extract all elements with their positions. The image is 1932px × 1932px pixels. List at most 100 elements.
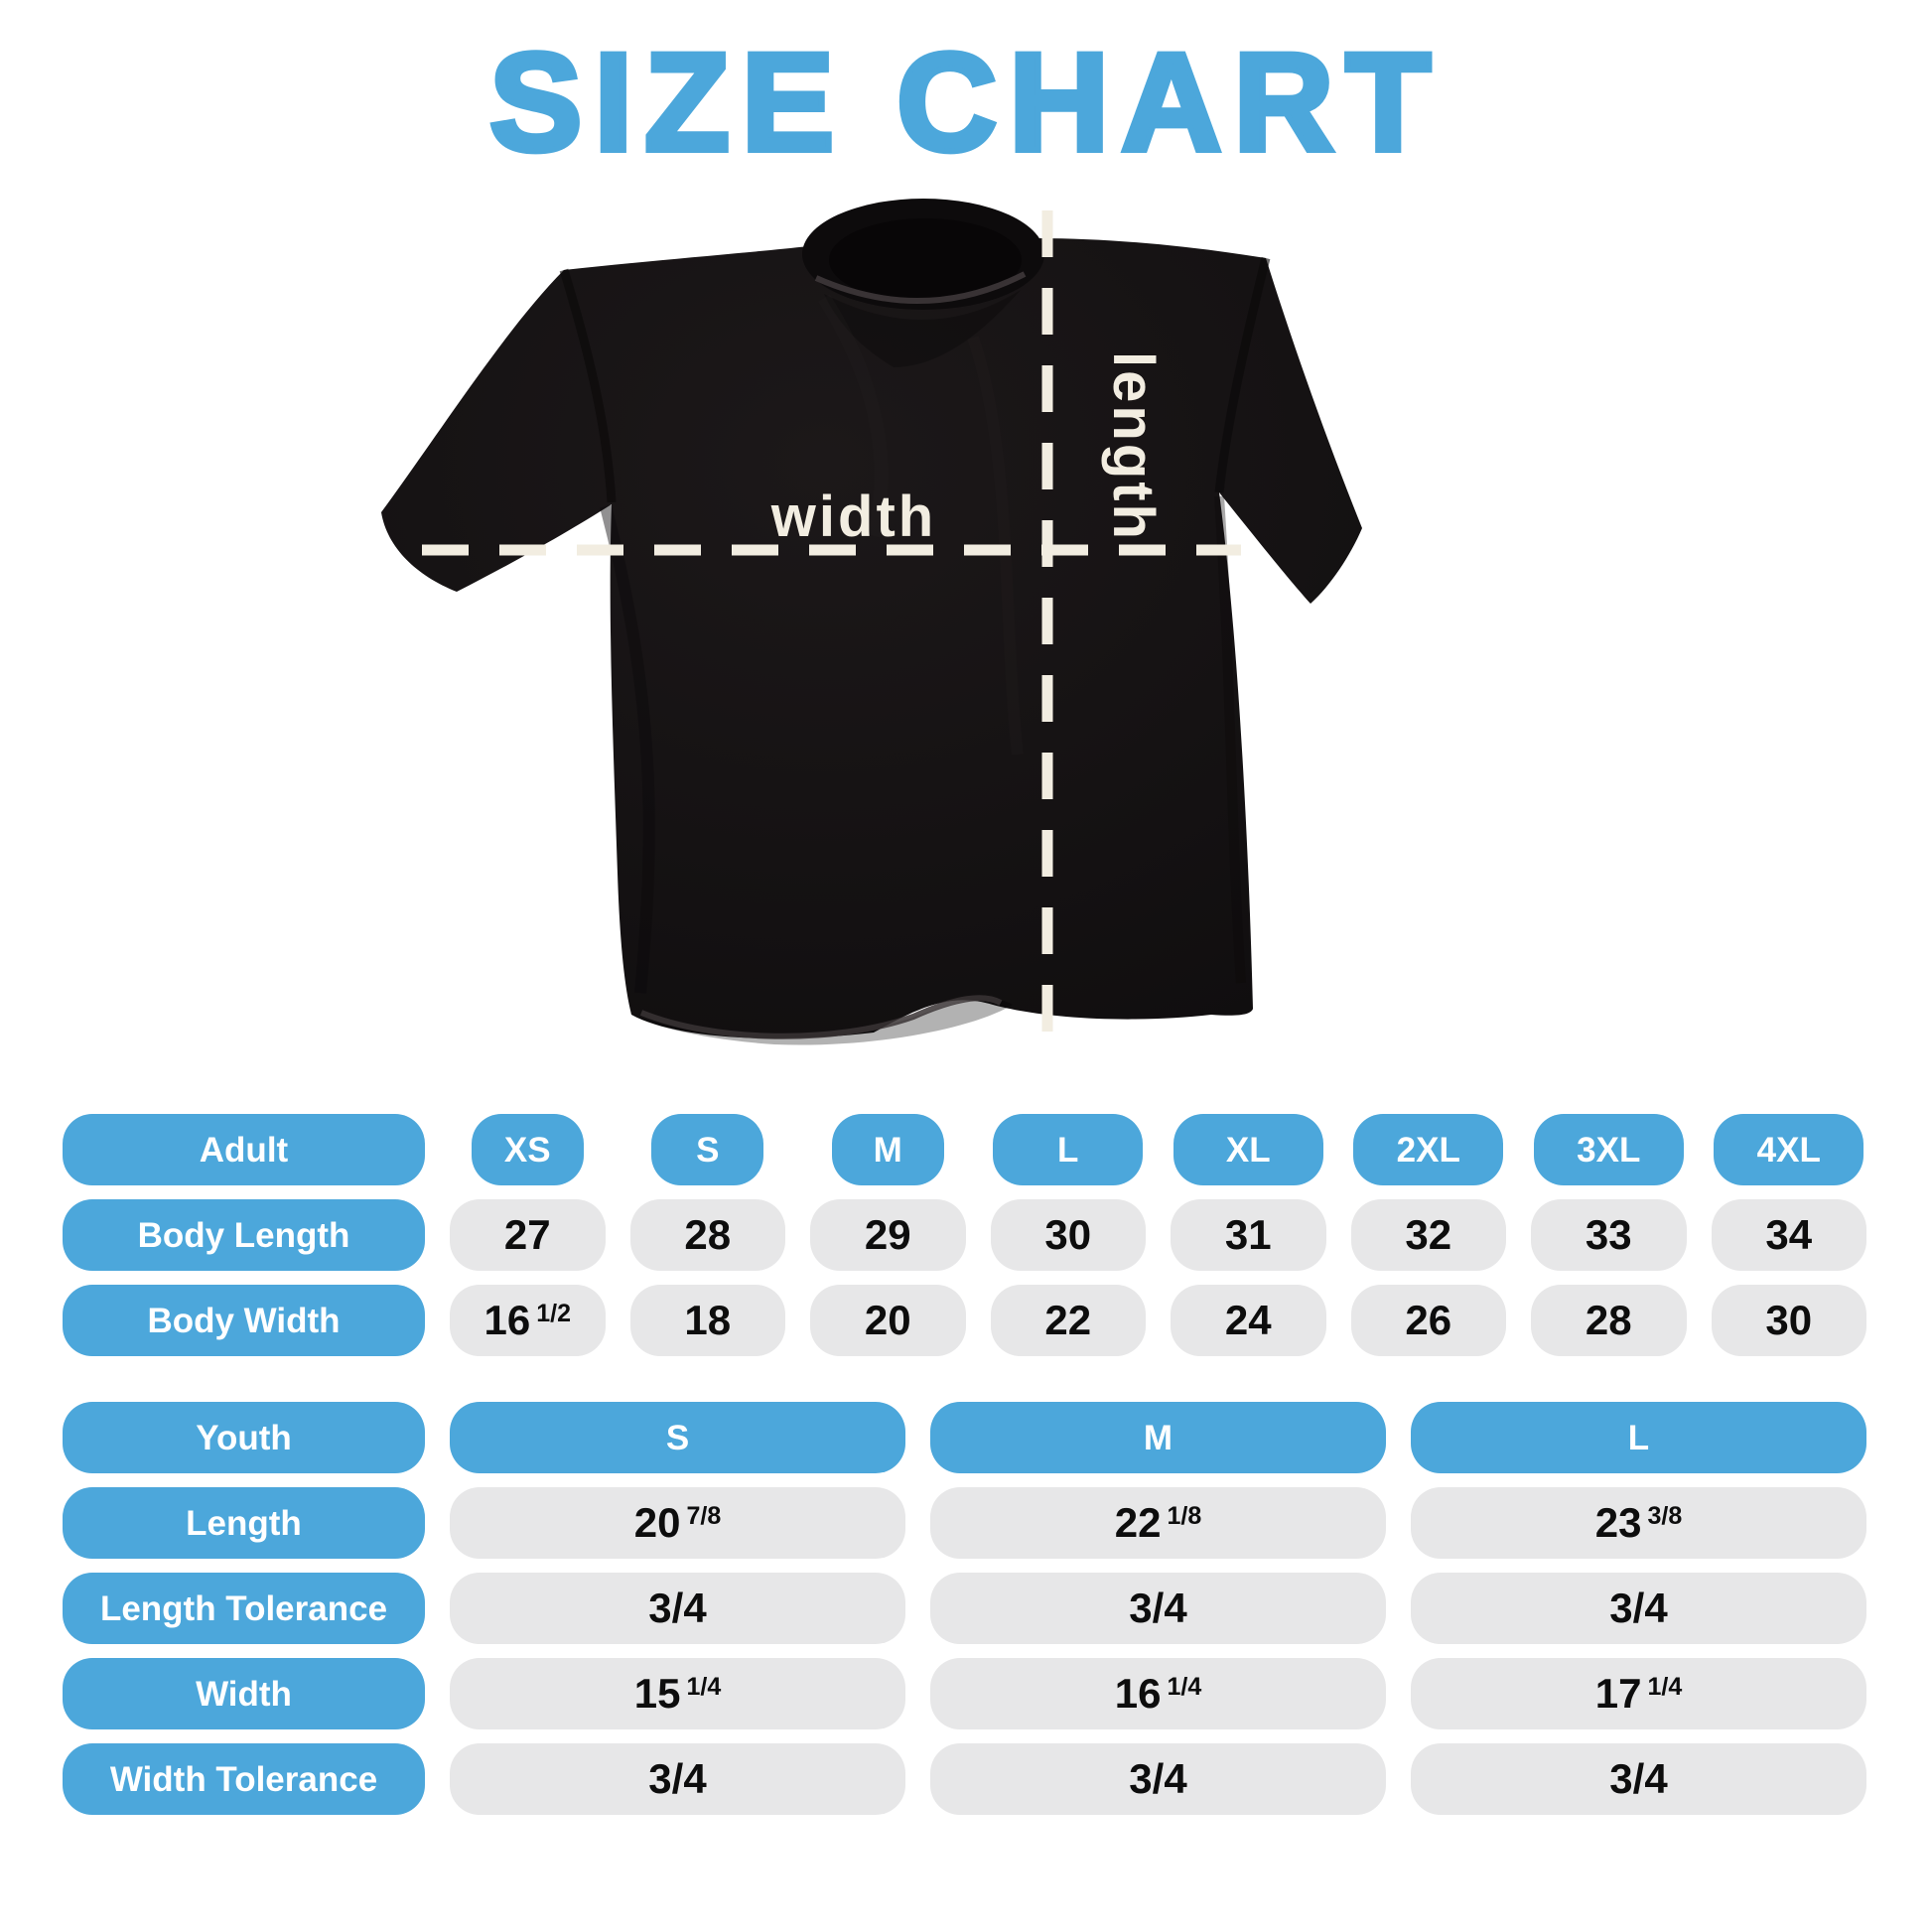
cell-value: 18 [684, 1297, 732, 1343]
value-pill: 3/4 [450, 1743, 905, 1815]
cell-value: 24 [1224, 1297, 1272, 1343]
size-header-pill-l: L [1411, 1402, 1866, 1473]
cell-value: 28 [684, 1211, 732, 1258]
row-label-pill: Width [63, 1658, 425, 1729]
size-header-pill-3xl: 3XL [1533, 1114, 1684, 1185]
value-pill: 20 [810, 1285, 966, 1356]
collar-highlight [814, 271, 1027, 304]
cell-value: 30 [1044, 1211, 1092, 1258]
row-label-pill: Length [63, 1487, 425, 1559]
value-pill: 22 [990, 1285, 1146, 1356]
cell-fraction: 1/4 [1647, 1672, 1683, 1701]
value-pill: 18 [629, 1285, 785, 1356]
cell-value: 23 [1594, 1499, 1642, 1546]
cell-fraction: 1/2 [536, 1299, 571, 1327]
cell-value: 32 [1405, 1211, 1452, 1258]
tshirt-body [381, 238, 1362, 1038]
adult-size-table: Adult XS S M L XL 2XL 3XL 4XL Body Length 27 28 29 30… [63, 1114, 1866, 1356]
value-pill: 23 3/8 [1411, 1487, 1866, 1559]
cell-value: 22 [1114, 1499, 1162, 1546]
cell-fraction: 1/4 [1167, 1672, 1202, 1701]
size-header-pill-s: S [651, 1114, 764, 1185]
cell-value: 31 [1224, 1211, 1272, 1258]
sleeve-seam-left [559, 268, 617, 503]
collar-opening [829, 218, 1022, 302]
value-pill: 16 1/4 [930, 1658, 1386, 1729]
cell-fraction: 1/8 [1167, 1501, 1202, 1530]
cell-value: 3/4 [1129, 1755, 1187, 1802]
value-pill: 3/4 [450, 1573, 905, 1644]
cell-value: 17 [1594, 1670, 1642, 1717]
wrinkle [818, 294, 889, 538]
value-pill: 17 1/4 [1411, 1658, 1866, 1729]
value-pill: 33 [1531, 1199, 1687, 1271]
value-pill: 27 [450, 1199, 606, 1271]
value-pill: 29 [810, 1199, 966, 1271]
collar-shadow [824, 290, 1021, 367]
row-label-pill: Width Tolerance [63, 1743, 425, 1815]
page-title: SIZE CHART [486, 21, 1443, 183]
row-label-pill: Body Width [63, 1285, 425, 1356]
cell-value: 16 [483, 1297, 531, 1343]
cell-value: 34 [1765, 1211, 1813, 1258]
value-pill: 3/4 [1411, 1573, 1866, 1644]
size-header-pill-s: S [450, 1402, 905, 1473]
value-pill: 30 [1711, 1285, 1866, 1356]
size-header-pill-l: L [993, 1114, 1144, 1185]
table-label-pill: Adult [63, 1114, 425, 1185]
shirt-figure: width length [357, 199, 1380, 1052]
value-pill: 3/4 [930, 1573, 1386, 1644]
size-header-pill-4xl: 4XL [1714, 1114, 1864, 1185]
size-header-pill-2xl: 2XL [1353, 1114, 1504, 1185]
cell-fraction: 3/8 [1647, 1501, 1683, 1530]
cell-value: 3/4 [1609, 1755, 1668, 1802]
wrinkle [1214, 495, 1246, 984]
size-header-pill-m: M [930, 1402, 1386, 1473]
value-pill: 34 [1711, 1199, 1866, 1271]
cell-fraction: 7/8 [686, 1501, 722, 1530]
size-header-pill-m: M [831, 1114, 944, 1185]
value-pill: 28 [629, 1199, 785, 1271]
hem-fold-highlight [639, 995, 1003, 1039]
value-pill: 16 1/2 [450, 1285, 606, 1356]
sleeve-seam-right [1214, 256, 1271, 493]
cell-value: 33 [1585, 1211, 1632, 1258]
wrinkle [600, 504, 655, 994]
value-pill: 30 [990, 1199, 1146, 1271]
cell-value: 28 [1585, 1297, 1632, 1343]
cell-value: 16 [1114, 1670, 1162, 1717]
youth-size-table: Youth S M L Length 20 7/8 22 1/8 23 3/8 Length Tole… [63, 1402, 1866, 1815]
cell-value: 15 [633, 1670, 681, 1717]
size-header-pill-xs: XS [471, 1114, 584, 1185]
cell-value: 20 [864, 1297, 911, 1343]
row-label-pill: Body Length [63, 1199, 425, 1271]
cell-value: 26 [1405, 1297, 1452, 1343]
cell-fraction: 1/4 [686, 1672, 722, 1701]
value-pill: 31 [1171, 1199, 1326, 1271]
cell-value: 27 [503, 1211, 551, 1258]
value-pill: 32 [1350, 1199, 1506, 1271]
cell-value: 30 [1765, 1297, 1813, 1343]
cell-value: 3/4 [1609, 1585, 1668, 1631]
value-pill: 28 [1531, 1285, 1687, 1356]
cell-value: 3/4 [648, 1585, 707, 1631]
cell-value: 3/4 [648, 1755, 707, 1802]
length-label: length [1101, 351, 1166, 542]
value-pill: 3/4 [1411, 1743, 1866, 1815]
cell-value: 3/4 [1129, 1585, 1187, 1631]
tshirt-graphic: width length [381, 199, 1362, 1045]
row-label-pill: Length Tolerance [63, 1573, 425, 1644]
width-label: width [770, 484, 936, 549]
cell-value: 29 [864, 1211, 911, 1258]
value-pill: 24 [1171, 1285, 1326, 1356]
value-pill: 26 [1350, 1285, 1506, 1356]
value-pill: 15 1/4 [450, 1658, 905, 1729]
hem-fold-shadow [631, 998, 1013, 1045]
table-label-pill: Youth [63, 1402, 425, 1473]
cell-value: 20 [633, 1499, 681, 1546]
cell-value: 22 [1044, 1297, 1092, 1343]
value-pill: 20 7/8 [450, 1487, 905, 1559]
wrinkle [967, 336, 1024, 756]
value-pill: 3/4 [930, 1743, 1386, 1815]
